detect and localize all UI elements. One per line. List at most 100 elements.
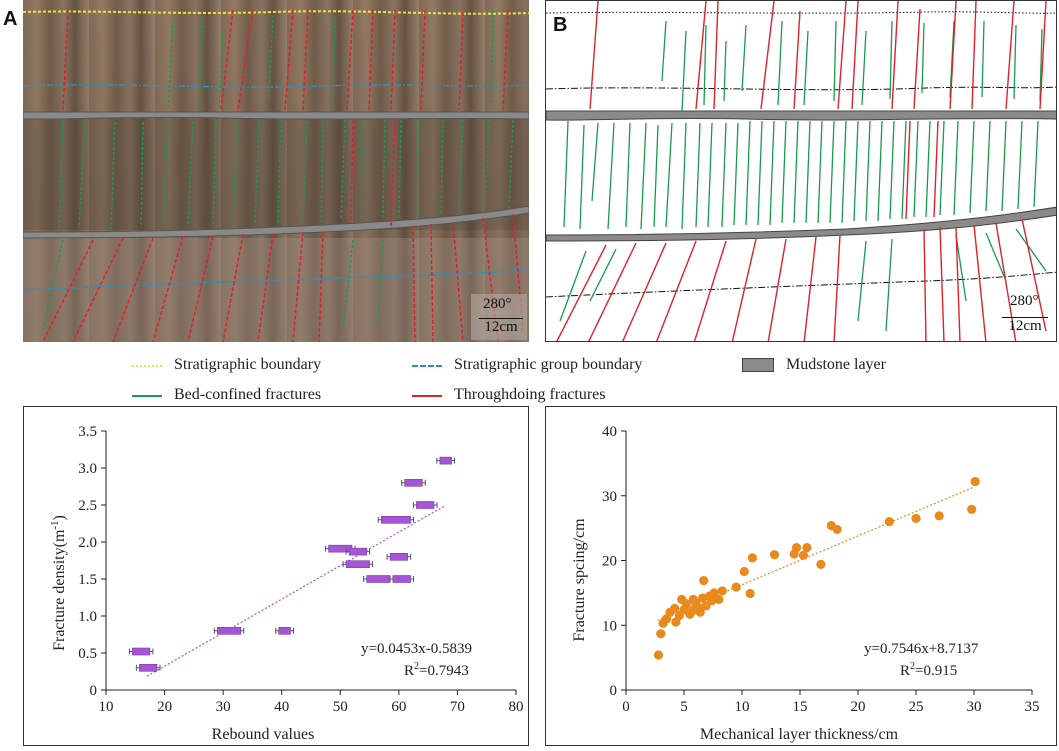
- chart-d-x-label: Mechanical layer thickness/cm: [700, 726, 899, 743]
- panel-label-a: A: [3, 8, 18, 30]
- legend-bed-confined-label: Bed-confined fractures: [174, 386, 322, 403]
- gray-layer-icon: [742, 358, 774, 372]
- drawing-green-fractures: [559, 20, 1047, 332]
- data-point: [709, 588, 719, 598]
- outcrop-overlay: [23, 0, 529, 342]
- data-point: [697, 593, 708, 603]
- data-point: [670, 603, 680, 614]
- data-point: [439, 456, 452, 465]
- chart-c-r2-value: =0.7943: [419, 663, 469, 679]
- data-point: [656, 629, 666, 639]
- data-point: [416, 501, 435, 509]
- d-y-tick-label: 0: [610, 683, 618, 699]
- data-point: [328, 544, 353, 553]
- chart-d-points: [653, 476, 980, 660]
- legend: Stratigraphic boundary Stratigraphic gro…: [0, 348, 1059, 408]
- data-point: [653, 650, 664, 660]
- d-y-tick-label: 10: [602, 618, 617, 634]
- data-point: [380, 516, 411, 524]
- data-point: [707, 596, 717, 606]
- chart-d-r2: R2=0.915: [900, 661, 957, 679]
- data-point: [345, 560, 370, 568]
- chart-c-ticks: 10 20 30 40 50 60 70 80 0 0.5 1.0 1.5 2.0 2.5 3.0 3.5: [78, 424, 523, 715]
- d-y-tick-label: 20: [602, 554, 617, 570]
- panel-label-b: B: [553, 14, 568, 36]
- data-point: [798, 550, 809, 560]
- d-y-tick-label: 40: [602, 424, 617, 440]
- data-point: [739, 566, 749, 577]
- d-x-tick-label: 30: [967, 699, 982, 715]
- drawing-azimuth: 280°: [1010, 293, 1039, 309]
- c-y-tick-label: 0.5: [78, 646, 97, 662]
- d-x-tick-label: 0: [622, 699, 630, 715]
- photo-green-fractures: [42, 9, 514, 331]
- chart-d-ticks: 0 5 10 15 20 25 30 35 0 10 20 30 40: [602, 424, 1040, 715]
- c-x-tick-label: 10: [99, 699, 114, 715]
- blue-dashdot-line-icon: [412, 365, 442, 367]
- chart-c-r2: R2=0.7943: [404, 661, 469, 679]
- chart-c-y-label-sup: -1: [49, 520, 61, 529]
- data-point: [216, 627, 242, 635]
- photo-azimuth: 280°: [483, 296, 512, 312]
- c-y-tick-label: 2.5: [78, 498, 97, 514]
- d-x-tick-label: 15: [793, 699, 808, 715]
- chart-c-points: [128, 456, 456, 672]
- c-y-tick-label: 2.0: [78, 535, 97, 551]
- fracture-drawing: 280° 12cm: [545, 0, 1057, 342]
- data-point: [731, 582, 741, 592]
- legend-group-boundary: Stratigraphic group boundary: [412, 356, 642, 374]
- chart-c-frame: 10 20 30 40 50 60 70 80 0 0.5 1.0 1.5 2.0 2.5 3.0 3.5 R…: [23, 406, 529, 746]
- data-point: [366, 575, 391, 583]
- chart-d: 0 5 10 15 20 25 30 35 0 10 20 30 40 Mechanical layer…: [571, 424, 1040, 743]
- data-point: [681, 599, 691, 609]
- chart-d-r2-value: =0.915: [915, 663, 957, 679]
- chart-d-frame: 0 5 10 15 20 25 30 35 0 10 20 30 40 Mechanical layer…: [545, 406, 1057, 746]
- data-point: [747, 553, 758, 563]
- c-y-tick-label: 0: [90, 683, 98, 699]
- data-point: [139, 663, 158, 672]
- c-y-tick-label: 1.0: [78, 609, 97, 625]
- legend-mudstone: Mudstone layer: [742, 356, 886, 374]
- data-point: [970, 476, 980, 487]
- c-x-tick-label: 60: [391, 699, 406, 715]
- data-point: [389, 553, 408, 561]
- data-point: [911, 513, 921, 524]
- c-x-tick-label: 80: [509, 699, 524, 715]
- photo-scale-bar: 12cm: [479, 318, 523, 336]
- outcrop-photo: 280° 12cm: [23, 0, 529, 342]
- c-y-tick-label: 1.5: [78, 572, 97, 588]
- d-x-tick-label: 25: [909, 699, 924, 715]
- c-y-tick-label: 3.0: [78, 461, 97, 477]
- data-point: [695, 607, 705, 617]
- d-x-tick-label: 5: [680, 699, 688, 715]
- d-x-tick-label: 10: [735, 699, 750, 715]
- legend-throughgoing-label: Throughdoing fractures: [454, 386, 606, 403]
- legend-mudstone-label: Mudstone layer: [786, 356, 886, 373]
- data-point: [714, 594, 724, 604]
- chart-c-y-label-end: ): [51, 515, 68, 520]
- legend-bed-confined: Bed-confined fractures: [132, 386, 321, 404]
- legend-stratigraphic-boundary: Stratigraphic boundary: [132, 356, 321, 374]
- data-point: [769, 550, 780, 560]
- data-point: [934, 511, 944, 521]
- green-line-icon: [132, 395, 162, 397]
- d-x-tick-label: 20: [851, 699, 866, 715]
- legend-stratigraphic-boundary-label: Stratigraphic boundary: [174, 356, 322, 373]
- chart-c-x-label: Rebound values: [212, 726, 315, 743]
- chart-c-equation: y=0.0453x-0.5839: [361, 641, 472, 657]
- data-point: [745, 588, 755, 599]
- chart-c-fit-line: [146, 504, 447, 677]
- drawing-red-fractures: [556, 1, 1047, 341]
- chart-c-y-label: Fracture density(m-1): [49, 515, 68, 651]
- chart-d-y-label: Fracture spcing/cm: [571, 518, 588, 642]
- data-point: [832, 524, 842, 535]
- chart-c-y-label-text: Fracture density(m: [51, 529, 68, 651]
- legend-throughgoing: Throughdoing fractures: [412, 386, 606, 404]
- chart-c-r2-label: R: [404, 663, 414, 679]
- drawing-scale-bar: 12cm: [1002, 317, 1048, 335]
- c-x-tick-label: 40: [274, 699, 289, 715]
- chart-d-r2-sup: 2: [910, 661, 915, 672]
- data-point: [802, 542, 812, 553]
- data-point: [132, 647, 151, 656]
- yellow-dotted-line-icon: [132, 365, 162, 367]
